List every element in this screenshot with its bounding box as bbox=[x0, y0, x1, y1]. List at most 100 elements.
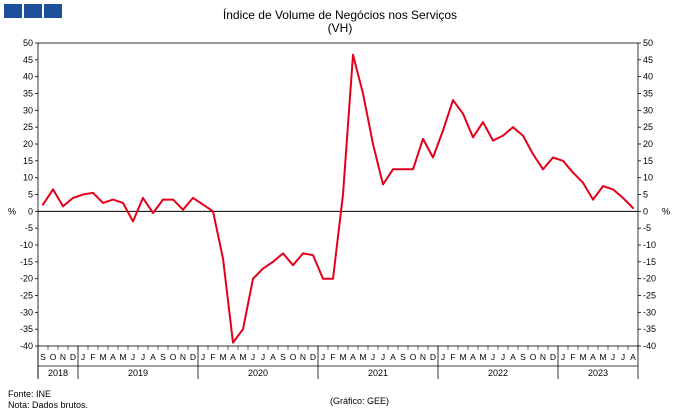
data-point bbox=[412, 168, 414, 171]
y-tick-label-right: 5 bbox=[643, 190, 648, 200]
data-point bbox=[572, 171, 574, 174]
x-year-label: 2021 bbox=[368, 368, 388, 378]
data-point bbox=[502, 134, 504, 137]
y-tick-label-right: -35 bbox=[643, 324, 656, 334]
y-tick-label-right: -10 bbox=[643, 240, 656, 250]
data-point bbox=[442, 129, 444, 132]
y-tick-label-right: 15 bbox=[643, 156, 653, 166]
x-month-label: O bbox=[50, 352, 57, 362]
x-month-label: A bbox=[270, 352, 276, 362]
y-tick-label-right: -20 bbox=[643, 274, 656, 284]
data-point bbox=[382, 183, 384, 186]
data-point bbox=[452, 99, 454, 102]
data-point bbox=[632, 207, 634, 209]
x-month-label: M bbox=[359, 352, 366, 362]
x-year-label: 2018 bbox=[48, 368, 68, 378]
x-month-label: M bbox=[339, 352, 346, 362]
x-month-label: F bbox=[330, 352, 335, 362]
data-point bbox=[42, 203, 44, 206]
x-month-label: M bbox=[99, 352, 106, 362]
data-point bbox=[582, 181, 584, 184]
x-month-label: N bbox=[420, 352, 426, 362]
x-month-label: M bbox=[119, 352, 126, 362]
logo-square-1 bbox=[4, 4, 22, 18]
data-point bbox=[52, 188, 54, 191]
y-tick-label-left: -35 bbox=[20, 324, 33, 334]
x-month-label: N bbox=[540, 352, 546, 362]
data-point bbox=[252, 277, 254, 280]
x-month-label: J bbox=[251, 352, 255, 362]
data-point bbox=[592, 198, 594, 201]
y-tick-label-left: -25 bbox=[20, 291, 33, 301]
x-month-label: F bbox=[450, 352, 455, 362]
x-month-label: S bbox=[280, 352, 286, 362]
data-point bbox=[262, 267, 264, 270]
data-point bbox=[372, 143, 374, 145]
x-month-label: M bbox=[479, 352, 486, 362]
x-month-label: M bbox=[219, 352, 226, 362]
y-axis-label-right: % bbox=[662, 206, 670, 216]
logo-square-2 bbox=[24, 4, 42, 18]
x-month-label: D bbox=[70, 352, 76, 362]
x-month-label: A bbox=[230, 352, 236, 362]
x-month-label: S bbox=[40, 352, 46, 362]
data-point bbox=[82, 193, 84, 196]
x-month-label: M bbox=[239, 352, 246, 362]
y-tick-label-left: 20 bbox=[23, 139, 33, 149]
data-point bbox=[312, 254, 314, 256]
data-point bbox=[392, 168, 394, 171]
y-tick-label-left: 25 bbox=[23, 122, 33, 132]
x-month-label: O bbox=[290, 352, 297, 362]
y-tick-label-right: 50 bbox=[643, 38, 653, 48]
x-month-label: O bbox=[410, 352, 417, 362]
data-point bbox=[72, 197, 74, 199]
x-month-label: F bbox=[90, 352, 95, 362]
x-month-label: D bbox=[310, 352, 316, 362]
data-point bbox=[462, 112, 464, 115]
x-month-label: J bbox=[561, 352, 565, 362]
data-point bbox=[92, 191, 94, 194]
x-month-label: J bbox=[321, 352, 325, 362]
y-tick-label-left: -15 bbox=[20, 257, 33, 267]
x-month-label: J bbox=[381, 352, 385, 362]
data-point bbox=[202, 203, 204, 206]
data-point bbox=[432, 156, 434, 159]
chart-subtitle: (VH) bbox=[327, 21, 353, 35]
x-month-label: M bbox=[599, 352, 606, 362]
data-point bbox=[522, 134, 524, 137]
data-point bbox=[132, 220, 134, 223]
data-point bbox=[232, 341, 234, 344]
data-point bbox=[62, 205, 64, 208]
data-point bbox=[622, 197, 624, 199]
y-tick-label-left: 0 bbox=[28, 206, 33, 216]
x-year-label: 2023 bbox=[588, 368, 608, 378]
x-month-label: J bbox=[141, 352, 145, 362]
data-point bbox=[332, 277, 334, 280]
x-month-label: N bbox=[300, 352, 306, 362]
y-tick-label-right: 35 bbox=[643, 89, 653, 99]
x-month-label: F bbox=[570, 352, 575, 362]
data-point bbox=[542, 168, 544, 171]
y-tick-label-left: 45 bbox=[23, 55, 33, 65]
x-month-label: A bbox=[150, 352, 156, 362]
data-point bbox=[102, 202, 104, 204]
x-month-label: J bbox=[621, 352, 625, 362]
data-point bbox=[352, 53, 354, 56]
x-month-label: J bbox=[491, 352, 495, 362]
x-year-label: 2020 bbox=[248, 368, 268, 378]
x-year-label: 2019 bbox=[128, 368, 148, 378]
x-month-label: O bbox=[530, 352, 537, 362]
x-month-label: A bbox=[470, 352, 476, 362]
x-month-label: M bbox=[459, 352, 466, 362]
plot-area bbox=[37, 42, 639, 347]
data-point bbox=[172, 198, 174, 201]
x-year-label: 2022 bbox=[488, 368, 508, 378]
x-month-label: A bbox=[630, 352, 636, 362]
data-point bbox=[302, 252, 304, 255]
data-point bbox=[612, 188, 614, 191]
data-point bbox=[562, 159, 564, 162]
data-point bbox=[242, 328, 244, 331]
x-month-label: S bbox=[400, 352, 406, 362]
y-tick-label-left: 40 bbox=[23, 72, 33, 82]
